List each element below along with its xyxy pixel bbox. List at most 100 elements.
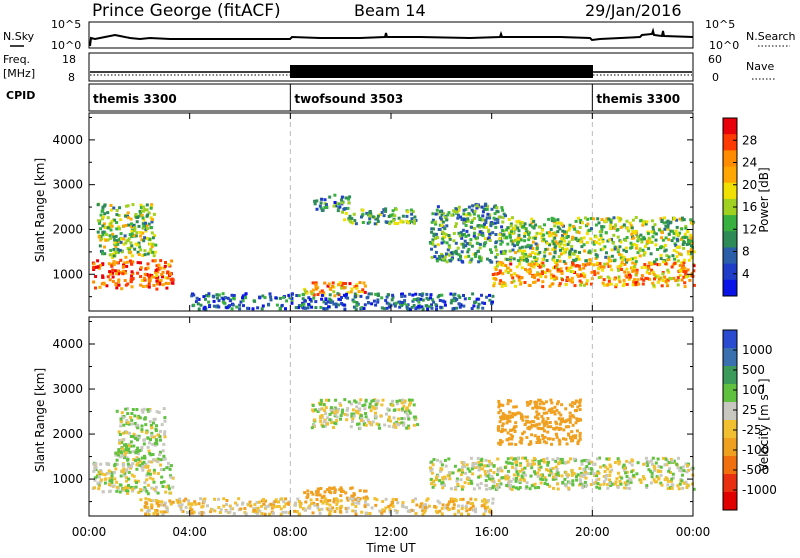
radar-echo-cell [624,486,628,490]
radar-echo-cell [595,485,599,489]
radar-echo-cell [380,403,384,407]
radar-echo-cell [143,481,147,485]
radar-echo-cell [401,214,405,218]
radar-echo-cell [640,240,644,244]
radar-echo-cell [528,223,532,227]
radar-echo-cell [108,490,112,494]
radar-echo-cell [332,290,336,294]
radar-echo-cell [597,267,600,271]
radar-echo-cell [119,417,123,421]
radar-echo-cell [103,282,106,286]
radar-echo-cell [127,431,131,435]
radar-echo-cell [546,482,549,486]
radar-echo-cell [585,282,589,286]
radar-echo-cell [312,293,316,297]
radar-echo-cell [551,477,555,481]
radar-echo-cell [690,248,694,252]
radar-echo-cell [368,421,372,425]
radar-echo-cell [516,226,520,230]
radar-echo-cell [590,270,594,274]
radar-echo-cell [428,305,432,309]
radar-echo-cell [141,254,145,257]
radar-echo-cell [120,411,124,415]
radar-echo-cell [354,285,358,288]
radar-echo-cell [571,236,575,240]
radar-echo-cell [552,217,556,221]
radar-echo-cell [674,229,678,233]
radar-echo-cell [652,283,656,287]
radar-echo-cell [400,401,404,405]
radar-echo-cell [660,284,664,288]
radar-echo-cell [110,471,114,475]
radar-echo-cell [630,463,634,467]
radar-echo-cell [449,301,453,305]
radar-echo-cell [531,236,535,240]
radar-echo-cell [282,505,286,509]
radar-echo-cell [455,252,459,256]
radar-echo-cell [335,201,339,205]
radar-echo-cell [614,224,617,228]
radar-echo-cell [134,485,138,489]
radar-echo-cell [150,431,154,435]
radar-echo-cell [238,307,242,311]
radar-echo-cell [152,512,156,516]
radar-echo-cell [490,475,494,479]
radar-echo-cell [669,220,673,224]
radar-echo-cell [343,293,347,297]
radar-echo-cell [534,415,537,419]
radar-echo-cell [474,236,478,240]
radar-echo-cell [616,235,620,239]
radar-echo-cell [617,471,620,475]
radar-echo-cell [122,242,126,246]
radar-echo-cell [511,242,515,246]
radar-echo-cell [155,501,159,505]
radar-echo-cell [302,302,306,306]
radar-echo-cell [397,216,401,220]
radar-echo-cell [132,458,136,461]
radar-echo-cell [541,420,545,424]
radar-echo-cell [438,469,442,473]
radar-echo-cell [454,222,458,226]
radar-echo-cell [538,232,542,236]
radar-echo-cell [572,415,576,419]
radar-echo-cell [567,267,571,271]
radar-echo-cell [403,299,407,303]
radar-echo-cell [680,218,684,222]
radar-echo-cell [462,461,466,465]
radar-echo-cell [121,272,125,276]
radar-echo-cell [101,215,105,219]
radar-echo-cell [376,214,380,218]
radar-echo-cell [319,401,323,405]
radar-echo-cell [440,241,444,245]
radar-echo-cell [560,271,564,275]
radar-echo-cell [239,507,243,511]
radar-echo-cell [386,407,390,411]
radar-echo-cell [607,279,611,283]
radar-echo-cell [516,236,520,240]
radar-echo-cell [530,217,534,221]
radar-echo-cell [222,497,226,501]
radar-echo-cell [403,294,407,298]
radar-echo-cell [646,232,650,236]
radar-echo-cell [130,254,134,258]
radar-echo-cell [363,500,367,504]
radar-echo-cell [369,212,373,216]
radar-echo-cell [420,305,424,309]
nave-label: Nave [746,60,774,73]
radar-echo-cell [162,407,166,411]
radar-echo-cell [364,412,368,415]
radar-echo-cell [117,448,121,452]
radar-echo-cell [520,476,524,479]
radar-echo-cell [560,237,564,241]
radar-echo-cell [622,468,626,472]
radar-echo-cell [630,470,634,474]
radar-echo-cell [368,217,372,221]
radar-echo-cell [684,226,688,230]
radar-echo-cell [310,292,314,296]
radar-echo-cell [600,218,604,221]
radar-echo-cell [441,503,445,507]
radar-echo-cell [620,258,624,262]
radar-echo-cell [500,225,504,229]
radar-echo-cell [480,463,483,467]
radar-echo-cell [558,227,562,231]
